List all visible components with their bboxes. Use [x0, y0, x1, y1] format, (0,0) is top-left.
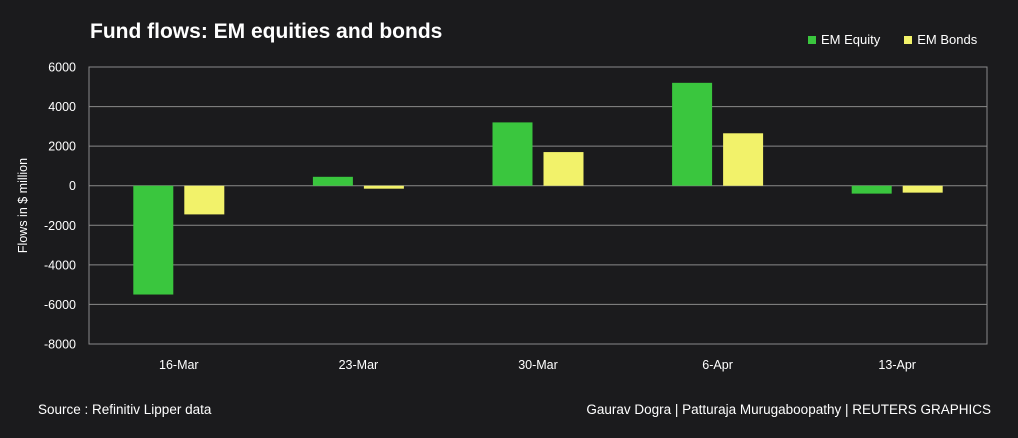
bar-em-bonds	[543, 152, 584, 186]
y-tick-label: 6000	[48, 61, 76, 75]
y-tick-label: -8000	[44, 338, 76, 352]
legend-label-em-bonds: EM Bonds	[917, 32, 978, 47]
legend: EM Equity EM Bonds	[808, 32, 977, 47]
bar-em-equity	[133, 185, 174, 295]
bar-em-equity	[672, 82, 713, 186]
bar-em-bonds	[363, 185, 404, 189]
source-note: Source : Refinitiv Lipper data	[38, 402, 212, 417]
x-tick-label: 23-Mar	[339, 358, 379, 372]
x-tick-label: 16-Mar	[159, 358, 199, 372]
legend-label-em-equity: EM Equity	[821, 32, 881, 47]
bar-em-bonds	[902, 185, 943, 193]
x-tick-label: 6-Apr	[702, 358, 733, 372]
bar-em-bonds	[723, 133, 764, 186]
y-tick-label: -4000	[44, 258, 76, 272]
bar-em-bonds	[184, 185, 225, 215]
x-tick-label: 30-Mar	[518, 358, 558, 372]
legend-item-em-equity: EM Equity	[808, 32, 880, 47]
x-tick-label: 13-Apr	[878, 358, 916, 372]
y-axis-label: Flows in $ million	[16, 158, 30, 253]
bar-em-equity	[492, 122, 533, 186]
credit-line: Gaurav Dogra | Patturaja Murugaboopathy …	[586, 402, 991, 417]
legend-swatch-em-equity	[808, 35, 816, 44]
legend-swatch-em-bonds	[904, 35, 913, 44]
bar-em-equity	[312, 176, 353, 186]
bar-em-equity	[851, 185, 892, 194]
y-tick-label: -6000	[44, 298, 76, 312]
y-tick-label: -2000	[44, 219, 76, 233]
legend-item-em-bonds: EM Bonds	[904, 32, 977, 47]
y-tick-label: 4000	[48, 100, 76, 114]
y-tick-label: 2000	[48, 140, 76, 154]
y-tick-label: 0	[69, 179, 76, 193]
chart-title: Fund flows: EM equities and bonds	[90, 20, 443, 43]
plot-frame	[88, 66, 988, 345]
